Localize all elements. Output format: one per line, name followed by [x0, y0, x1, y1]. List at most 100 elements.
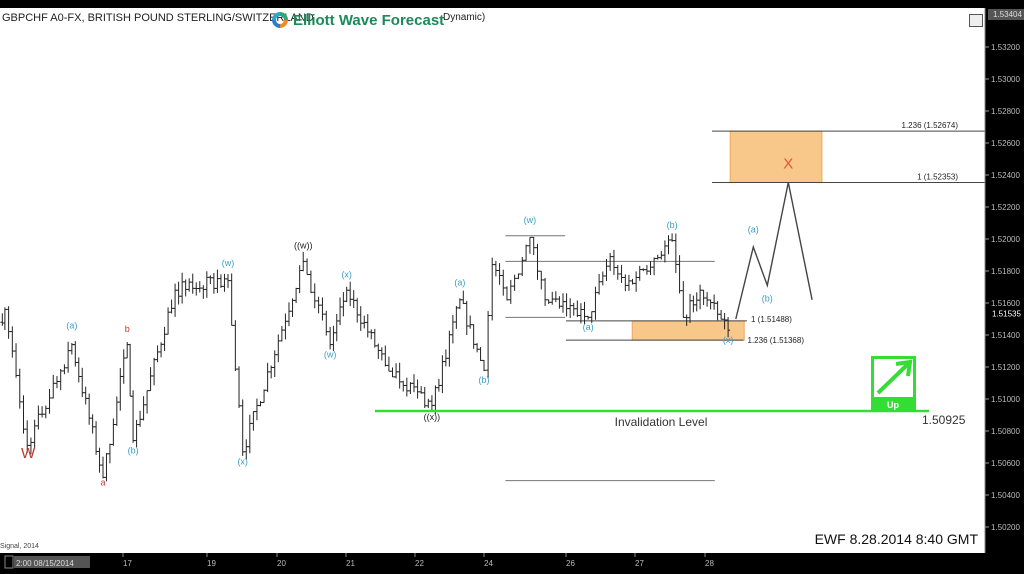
ohlc-bar [166, 307, 171, 335]
ohlc-bar [415, 379, 420, 399]
price-tick-label: 1.51400 [991, 331, 1020, 340]
ohlc-bar [111, 418, 116, 446]
ohlc-bar [608, 252, 613, 271]
time-axis-scroll-button[interactable] [4, 555, 14, 569]
ohlc-bar [69, 343, 74, 355]
ohlc-bar [10, 326, 15, 358]
wave-label: (b) [667, 220, 678, 230]
ohlc-bar [501, 269, 506, 296]
ohlc-bar [652, 257, 657, 276]
ohlc-bar [334, 313, 339, 342]
ohlc-bar [546, 299, 551, 304]
wave-label: (a) [454, 277, 465, 287]
ohlc-bar [641, 268, 646, 272]
high-price-tag [988, 9, 1024, 20]
ohlc-bar [694, 292, 699, 312]
chart-title: GBPCHF A0-FX, BRITISH POUND STERLING/SWI… [2, 12, 314, 24]
ohlc-bar [118, 367, 123, 411]
ohlc-bar [662, 240, 667, 263]
ohlc-bar [564, 293, 569, 317]
ohlc-bar [619, 264, 624, 283]
ohlc-bar [194, 282, 199, 296]
ohlc-bar [478, 347, 483, 361]
ohlc-bar [229, 273, 234, 326]
ohlc-bar [43, 405, 48, 419]
ohlc-bar [148, 367, 153, 392]
time-tick-label: 22 [415, 559, 424, 568]
ohlc-bar [358, 306, 363, 331]
ohlc-bar [308, 270, 313, 294]
price-tick-label: 1.50400 [991, 491, 1020, 500]
ohlc-bar [578, 303, 583, 324]
price-tick-label: 1.53200 [991, 43, 1020, 52]
ohlc-bar [561, 293, 566, 313]
ohlc-bar [159, 342, 164, 358]
ohlc-bar [283, 313, 288, 340]
fib-level-label: 1 (1.52353) [917, 173, 958, 182]
wave-label: a [100, 477, 105, 487]
ohlc-bar [218, 274, 223, 288]
ohlc-bar [107, 443, 112, 464]
price-tick-label: 1.51200 [991, 363, 1020, 372]
ohlc-bar [36, 405, 41, 430]
ohlc-bar [630, 278, 635, 285]
ohlc-bar [655, 254, 660, 260]
ohlc-bar [237, 366, 242, 409]
ohlc-bar [468, 315, 473, 329]
ohlc-bar [80, 367, 85, 398]
wave-label: (w) [324, 349, 337, 359]
ohlc-bar [2, 307, 7, 331]
direction-badge-label: Up [887, 400, 899, 410]
ohlc-bar [593, 286, 598, 320]
indicator-label: Dynamic) [443, 12, 486, 23]
ohlc-bar [276, 334, 281, 363]
ohlc-bar [705, 292, 710, 307]
ohlc-bar [637, 265, 642, 281]
high-price-tag-label: 1.53404 [993, 10, 1022, 19]
ohlc-bar [341, 292, 346, 317]
ohlc-bar [286, 302, 291, 327]
logo: Elliott Wave Forecast [270, 10, 444, 30]
ohlc-bar [324, 310, 329, 336]
ohlc-bar [162, 326, 167, 352]
ohlc-bar [708, 299, 713, 310]
wave-label: (b) [479, 375, 490, 385]
wave-label: (w) [524, 215, 537, 225]
ohlc-bar [208, 275, 213, 284]
wave-label: (a) [583, 322, 594, 332]
price-tick-label: 1.52200 [991, 203, 1020, 212]
ohlc-bar [211, 273, 216, 294]
ohlc-bar [121, 349, 126, 384]
ohlc-bar [512, 274, 517, 291]
invalidation-label: Invalidation Level [615, 415, 708, 429]
ohlc-bar [390, 367, 395, 378]
logo-icon [272, 12, 288, 28]
ohlc-bar [294, 287, 299, 304]
ohlc-bar [454, 306, 459, 329]
price-tick-label: 1.52600 [991, 139, 1020, 148]
ohlc-bar [516, 273, 521, 280]
fib-level-label: 1 (1.51488) [751, 315, 792, 324]
time-tick-label: 20 [277, 559, 286, 568]
ohlc-bar [440, 355, 445, 394]
ohlc-bar [504, 286, 509, 301]
time-tick-label: 26 [566, 559, 575, 568]
ohlc-bar [305, 258, 310, 276]
wave-label: (a) [748, 225, 759, 235]
ohlc-bar [557, 296, 562, 309]
ohlc-bar [316, 296, 321, 314]
ohlc-bar [279, 326, 284, 342]
ohlc-bar [97, 447, 102, 473]
chart-options-button[interactable] [969, 14, 983, 27]
ohlc-bar [101, 456, 106, 479]
arrow-head-icon [895, 359, 913, 377]
ohlc-bar [408, 382, 413, 395]
ohlc-bar [673, 233, 678, 273]
price-tick-label: 1.51600 [991, 299, 1020, 308]
ohlc-bar [176, 281, 181, 305]
fib-level-label: 1.236 (1.51368) [748, 336, 805, 345]
ohlc-bar [615, 265, 620, 280]
ohlc-bar [666, 235, 671, 255]
ohlc-bar [365, 314, 370, 338]
ohlc-bar [258, 401, 263, 407]
